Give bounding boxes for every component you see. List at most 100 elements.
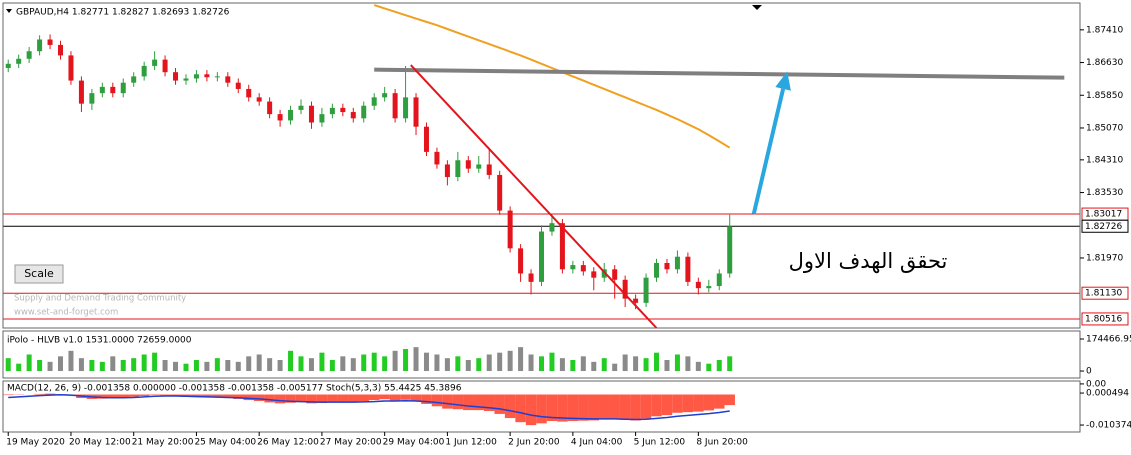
volume-bar	[622, 354, 628, 372]
candle-body	[674, 256, 680, 270]
volume-bar	[319, 352, 325, 372]
x-tick-label: 26 May 12:00	[257, 438, 319, 448]
candle-body	[539, 231, 544, 282]
volume-bar	[423, 352, 429, 372]
volume-bar	[267, 358, 273, 372]
y-tick-label: 1.85070	[1086, 123, 1123, 133]
macd-histogram	[619, 394, 631, 420]
candle-body	[413, 97, 419, 127]
volume-bar	[350, 358, 356, 372]
candle-body	[37, 39, 43, 52]
candle-body	[361, 105, 367, 119]
macd-histogram	[316, 394, 328, 404]
y-tick-label: 1.87410	[1086, 25, 1123, 35]
scale-button[interactable]	[14, 264, 64, 284]
volume-bar	[308, 358, 314, 372]
macd-histogram	[243, 394, 254, 401]
candle-body	[465, 160, 471, 169]
candle-body	[47, 39, 53, 45]
macd-histogram	[410, 394, 422, 402]
macd-histogram	[473, 394, 484, 411]
volume-bar	[549, 352, 555, 372]
volume-bar	[685, 356, 691, 372]
candle-body	[633, 298, 639, 303]
candle-body	[486, 164, 492, 175]
candle-body	[685, 256, 691, 282]
volume-bar	[580, 356, 586, 372]
macd-histogram	[233, 394, 244, 399]
symbol-header: GBPAUD,H4 1.82771 1.82827 1.82693 1.8272…	[16, 8, 230, 18]
volume-bar	[392, 350, 398, 372]
candle-body	[288, 109, 294, 121]
volume-bar	[413, 347, 419, 372]
main-panel-frame	[2, 2, 1081, 329]
macd-histogram	[97, 394, 108, 399]
target-arrow	[751, 88, 786, 215]
volume-bar	[695, 361, 701, 372]
y-tick-label: 0	[1086, 367, 1092, 377]
marks-layer	[3, 4, 1065, 426]
y-tick-label: 1.84310	[1086, 155, 1123, 165]
volume-bar	[89, 360, 95, 372]
volume-bar	[183, 363, 189, 372]
macd-histogram	[525, 394, 537, 426]
candle-body	[267, 101, 273, 115]
candle-body	[727, 226, 733, 274]
candle-body	[131, 76, 137, 83]
macd-histogram	[515, 394, 526, 423]
macd-histogram	[672, 394, 683, 413]
candle-body	[497, 174, 503, 211]
macd-histogram	[327, 394, 338, 403]
macd-histogram	[306, 394, 317, 404]
y-tick-label: 0.00	[1086, 379, 1106, 389]
scale-button-label[interactable]: Scale	[24, 267, 54, 280]
candle-body	[246, 88, 252, 98]
macd-histogram	[191, 394, 202, 397]
y-tick-label: 1.86630	[1086, 58, 1123, 68]
candle-body	[329, 107, 335, 115]
volume-bar	[570, 360, 576, 372]
volume-bar	[5, 358, 11, 372]
volume-bar	[633, 356, 639, 372]
y-tick-label: -0.010374	[1086, 421, 1131, 431]
macd-histogram	[546, 394, 558, 421]
volume-bar	[193, 360, 199, 372]
price-level-box	[1081, 219, 1129, 233]
macd-histogram	[578, 394, 589, 421]
price-level-label: 1.82726	[1085, 222, 1122, 232]
candle-body	[507, 210, 513, 249]
candle-body	[26, 51, 32, 59]
candle-body	[591, 271, 597, 278]
macd-histogram	[295, 394, 307, 403]
volume-bar	[455, 356, 461, 372]
volume-bar	[486, 354, 492, 372]
macd-histogram	[588, 394, 600, 421]
y-tick-label: 1.83530	[1086, 188, 1123, 198]
candle-body	[5, 63, 11, 68]
candle-body	[277, 114, 283, 121]
macd-histogram	[389, 394, 401, 401]
macd-histogram	[724, 394, 735, 406]
macd-histogram	[400, 394, 411, 400]
y-tick-label: 174466.95	[1086, 334, 1131, 344]
y-tick-label: 0.000494	[1086, 389, 1129, 399]
candle-body	[654, 263, 660, 278]
volume-bar	[654, 352, 660, 372]
macd-histogram	[159, 394, 171, 396]
volume-bar	[204, 361, 210, 372]
macd-signal	[8, 394, 730, 421]
y-tick-label: 1.81970	[1086, 253, 1123, 263]
volume-bar	[99, 361, 105, 372]
over-layer: GBPAUD,H4 1.82771 1.82827 1.82693 1.8272…	[2, 2, 1131, 448]
macd-panel-frame	[2, 380, 1081, 433]
volume-bar	[47, 361, 53, 372]
moving-average	[373, 4, 731, 149]
macd-histogram	[149, 394, 160, 396]
candle-body	[434, 151, 440, 165]
candle-body	[298, 105, 304, 110]
x-tick-label: 19 May 2020	[6, 438, 65, 448]
macd-label: MACD(12, 26, 9) -0.001358 0.000000 -0.00…	[7, 384, 462, 394]
candle-body	[58, 44, 64, 56]
volume-bar	[716, 360, 722, 372]
